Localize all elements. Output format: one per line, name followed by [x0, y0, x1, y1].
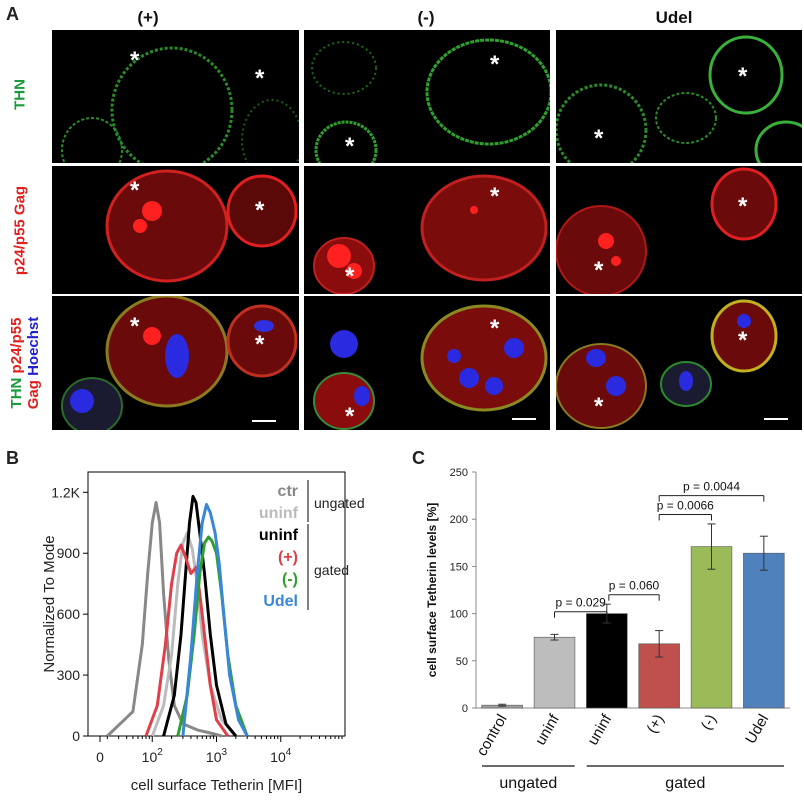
panel-letter-c: C — [412, 448, 425, 468]
cell-marker: * — [345, 263, 355, 290]
panel-letter-b: B — [6, 448, 19, 468]
cell-marker: * — [738, 327, 748, 354]
y-tick-label: 900 — [57, 545, 81, 561]
column-header-minus: (-) — [417, 8, 435, 27]
category-label: control — [473, 712, 510, 759]
x-tick-label: 0 — [96, 749, 104, 765]
category-label: (-) — [698, 712, 720, 733]
bar-chart: 0 50 100 150 200 250 cell surface Tetherin lev… — [425, 467, 790, 792]
cell-marker: * — [345, 403, 355, 430]
y-tick-label: 1.2K — [51, 484, 80, 500]
category-label: Udel — [742, 712, 772, 747]
histogram-line-uninf — [162, 494, 237, 737]
group-label: ungated — [499, 775, 557, 792]
micrograph-minus-gag: * * — [304, 166, 550, 294]
row-label-thn: THN — [12, 29, 29, 161]
cell-marker: * — [345, 133, 355, 160]
histogram-line-udel — [181, 503, 249, 737]
micrograph-plus-gag: * * — [52, 166, 299, 294]
x-tick-label: 103 — [206, 747, 228, 765]
x-tick-label: 104 — [270, 747, 292, 765]
legend-entry: ctr — [278, 483, 298, 500]
y-tick-label: 100 — [450, 609, 468, 621]
bar-5 — [743, 552, 785, 709]
micrograph-minus-thn: * * — [304, 30, 550, 163]
cell-marker: * — [490, 315, 500, 342]
micrograph-minus-merge: * * — [304, 296, 550, 430]
micrograph-udel-thn: * * — [556, 30, 802, 163]
cell-marker: * — [130, 47, 140, 74]
histogram-chart: 0 300 600 900 1.2K 0 102 103 104 cell surface Tet… — [41, 471, 365, 794]
column-header-udel: Udel — [655, 8, 693, 27]
row-label-merge-gag: Gag — [25, 380, 42, 410]
cell-marker: * — [130, 177, 140, 204]
cell-marker: * — [738, 193, 748, 220]
y-tick-label: 200 — [450, 514, 468, 526]
cell-marker: * — [255, 65, 265, 92]
y-tick-label: 300 — [57, 667, 81, 683]
y-axis-label: Normalized To Mode — [41, 535, 58, 672]
category-label: uninf — [532, 711, 563, 748]
y-tick-label: 250 — [450, 467, 468, 479]
row-label-gag-box: p24/p55 Gag — [0, 166, 40, 294]
histogram-line-ctr — [106, 501, 222, 738]
legend-group-gated: gated — [314, 562, 349, 578]
cell-marker: * — [594, 393, 604, 420]
cell-marker: * — [490, 183, 500, 210]
y-tick-label: 50 — [456, 656, 468, 668]
p-value-label: p = 0.029 — [555, 596, 606, 610]
legend-entry: (-) — [282, 571, 298, 588]
x-axis-label: cell surface Tetherin [MFI] — [131, 777, 302, 794]
category-label: (+) — [644, 711, 668, 736]
group-label: gated — [665, 775, 705, 792]
row-label-thn-text: THN — [11, 79, 29, 110]
cell-marker: * — [594, 125, 604, 152]
micrograph-udel-merge: * * — [556, 296, 802, 430]
micrograph-udel-gag: * * — [556, 166, 802, 294]
micrograph-plus-merge: * * — [52, 296, 299, 430]
micrograph-plus-thn: * * — [52, 30, 299, 163]
plot-frame — [87, 471, 346, 737]
cell-marker: * — [594, 257, 604, 284]
histogram-line- — [144, 543, 230, 737]
legend-entry: uninf — [259, 527, 299, 544]
column-header-plus: (+) — [137, 8, 159, 27]
y-tick-label: 600 — [57, 606, 81, 622]
y-tick-label: 0 — [72, 728, 80, 744]
row-label-merge-hoechst: Hoechst — [25, 316, 42, 381]
legend-group-ungated: ungated — [314, 495, 365, 511]
row-label-gag-text: p24/p55 Gag — [11, 185, 29, 276]
row-label-gag: p24/p55 Gag — [12, 165, 29, 297]
cell-marker: * — [738, 63, 748, 90]
legend-entry: uninf — [259, 505, 299, 522]
bar-2 — [586, 613, 628, 709]
y-axis-label: cell surface Tetherin levels [%] — [425, 503, 439, 678]
p-value-label: p = 0.060 — [609, 579, 660, 593]
cell-marker: * — [490, 51, 500, 78]
cell-marker: * — [255, 331, 265, 358]
row-label-thn-box: THN — [0, 30, 40, 163]
p-value-label: p = 0.0044 — [683, 480, 740, 494]
y-tick-label: 0 — [462, 703, 468, 715]
row-label-merge-p24: p24/p55 — [8, 317, 25, 378]
legend-entry: (+) — [278, 549, 298, 566]
bar-4 — [690, 546, 733, 709]
category-label: uninf — [584, 711, 615, 748]
row-label-merge: THN p24/p55 Gag Hoechst — [8, 288, 42, 438]
p-value-label: p = 0.0066 — [657, 498, 714, 512]
x-tick-label: 102 — [142, 747, 164, 765]
row-label-merge-thn: THN — [8, 377, 25, 409]
cell-marker: * — [255, 197, 265, 224]
cell-marker: * — [130, 313, 140, 340]
y-tick-label: 150 — [450, 561, 468, 573]
bar-1 — [533, 636, 576, 709]
row-label-merge-box: THN p24/p55 Gag Hoechst — [0, 296, 48, 430]
panel-letter-a: A — [6, 4, 19, 24]
legend-entry: Udel — [263, 593, 298, 610]
